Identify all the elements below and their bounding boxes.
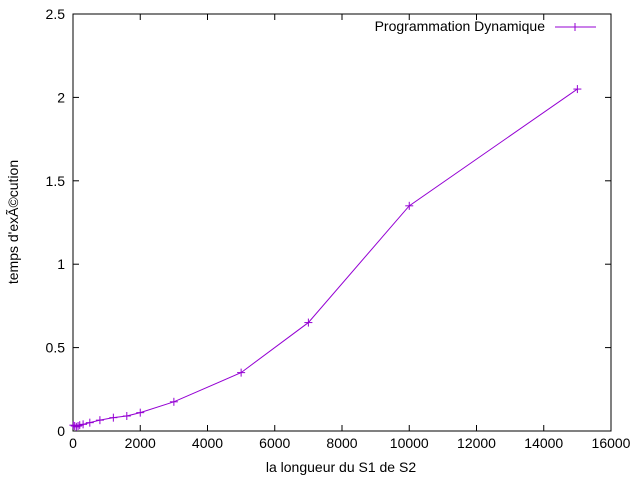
x-tick-label: 14000 [524, 435, 563, 451]
plot-frame [72, 13, 612, 432]
data-point [75, 421, 84, 430]
x-tick-label: 6000 [259, 435, 290, 451]
y-tick-label: 0 [57, 423, 65, 439]
x-tick-label: 0 [69, 435, 77, 451]
series-line [73, 88, 578, 428]
y-axis-label: temps d'exÃ©cution [5, 160, 21, 284]
data-point [109, 413, 118, 422]
y-tick-label: 2 [57, 89, 65, 105]
data-point [405, 201, 414, 210]
x-tick-label: 12000 [457, 435, 496, 451]
data-point [79, 420, 88, 429]
legend-marker [571, 23, 579, 31]
x-tick-label: 10000 [390, 435, 429, 451]
x-tick-label: 16000 [592, 435, 631, 451]
x-axis-label: la longueur du S1 de S2 [266, 459, 416, 475]
data-point [74, 421, 83, 430]
data-point [169, 397, 178, 406]
data-point [72, 422, 81, 431]
y-tick-label: 2.5 [46, 6, 66, 22]
x-tick-label: 2000 [125, 435, 156, 451]
y-tick-label: 1.5 [46, 173, 66, 189]
x-axis-ticks: 0 2000 4000 6000 8000 10000 12000 14000 16000 [69, 14, 631, 451]
data-point [136, 408, 145, 417]
data-point [122, 411, 131, 420]
legend: Programmation Dynamique [375, 18, 596, 34]
series-layer [69, 85, 582, 431]
legend-label: Programmation Dynamique [375, 18, 546, 34]
x-tick-label: 4000 [192, 435, 223, 451]
data-point [573, 85, 582, 94]
y-axis-ticks: 0 0.5 1 1.5 2 2.5 [46, 6, 611, 439]
data-point [95, 416, 104, 425]
data-point [237, 368, 246, 377]
plot-border [72, 13, 612, 432]
data-point [304, 318, 313, 327]
x-tick-label: 8000 [326, 435, 357, 451]
data-point [85, 418, 94, 427]
y-tick-label: 0.5 [46, 340, 66, 356]
y-tick-label: 1 [57, 256, 65, 272]
